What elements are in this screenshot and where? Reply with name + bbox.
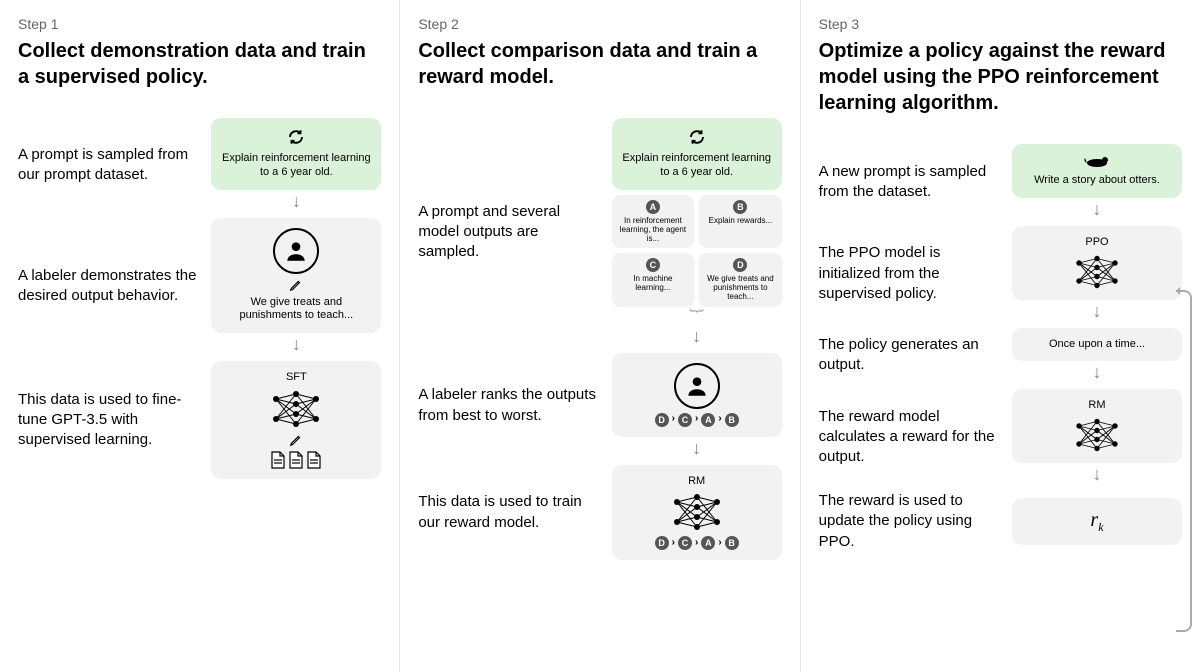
step-3-title: Optimize a policy against the reward mod… [819, 38, 1182, 116]
step-1-row-2: This data is used to fine-tune GPT-3.5 w… [18, 361, 381, 479]
step-3-prompt-text: Write a story about otters. [1034, 174, 1160, 188]
step-3-row-0: A new prompt is sampled from the dataset… [819, 144, 1182, 220]
step-3-desc-4: The reward is used to update the policy … [819, 491, 998, 552]
step-1-model-box: SFT [211, 361, 381, 479]
step-2-ranking-box: D› C› A› B [612, 353, 782, 437]
step-3-rm-box: RM [1012, 389, 1182, 463]
step-3-row-2: The policy generates an output. Once upo… [819, 328, 1182, 384]
cycle-icon [287, 128, 305, 146]
arrow-icon [292, 335, 301, 353]
arrow-icon [292, 192, 301, 210]
step-3-reward-box: rk [1012, 498, 1182, 545]
step-1-labeler-output: We give treats and punishments to teach.… [219, 296, 373, 324]
step-2-model-box: RM D› C› A› B [612, 465, 782, 561]
user-icon [674, 363, 720, 409]
step-3-label: Step 3 [819, 16, 1182, 32]
step-1-prompt-text: Explain reinforcement learning to a 6 ye… [219, 152, 373, 180]
documents-icon [270, 451, 322, 469]
neural-net-icon [667, 492, 727, 532]
step-1-title: Collect demonstration data and train a s… [18, 38, 381, 90]
arrow-icon [1092, 200, 1101, 218]
step-2-options: AIn reinforcement learning, the agent is… [612, 195, 782, 307]
step-2-prompt-text: Explain reinforcement learning to a 6 ye… [620, 152, 774, 180]
rlhf-diagram: Step 1 Collect demonstration data and tr… [0, 0, 1200, 672]
arrow-icon [1092, 363, 1101, 381]
step-2-row-0: A prompt and several model outputs are s… [418, 118, 781, 347]
arrow-icon [1092, 302, 1101, 320]
step-1-row-1: A labeler demonstrates the desired outpu… [18, 218, 381, 356]
step-2-prompt-box: Explain reinforcement learning to a 6 ye… [612, 118, 782, 190]
step-1-desc-1: A labeler demonstrates the desired outpu… [18, 266, 197, 307]
step-1-label: Step 1 [18, 16, 381, 32]
step-3-desc-3: The reward model calculates a reward for… [819, 407, 998, 468]
step-3-desc-0: A new prompt is sampled from the dataset… [819, 162, 998, 203]
user-icon [273, 228, 319, 274]
step-2-row-1: A labeler ranks the outputs from best to… [418, 353, 781, 459]
option-a: AIn reinforcement learning, the agent is… [612, 195, 695, 249]
step-1-desc-0: A prompt is sampled from our prompt data… [18, 145, 197, 186]
option-d: DWe give treats and punishments to teach… [699, 253, 782, 307]
reward-symbol: rk [1090, 508, 1103, 535]
neural-net-icon [1067, 254, 1127, 290]
step-1-model-label: SFT [286, 371, 307, 385]
step-2-desc-1: A labeler ranks the outputs from best to… [418, 385, 597, 426]
step-3-row-3: The reward model calculates a reward for… [819, 389, 1182, 485]
step-1-column: Step 1 Collect demonstration data and tr… [0, 0, 400, 672]
step-1-row-0: A prompt is sampled from our prompt data… [18, 118, 381, 212]
step-3-desc-1: The PPO model is initialized from the su… [819, 243, 998, 304]
cycle-icon [688, 128, 706, 146]
step-1-labeler-box: We give treats and punishments to teach.… [211, 218, 381, 334]
step-1-prompt-box: Explain reinforcement learning to a 6 ye… [211, 118, 381, 190]
neural-net-icon [1067, 417, 1127, 453]
step-3-ppo-label: PPO [1085, 236, 1108, 250]
pencil-icon [289, 433, 303, 447]
step-2-column: Step 2 Collect comparison data and train… [400, 0, 800, 672]
step-1-desc-2: This data is used to fine-tune GPT-3.5 w… [18, 390, 197, 451]
pencil-icon [289, 278, 303, 292]
step-3-row-4: The reward is used to update the policy … [819, 491, 1182, 552]
step-2-ranking-2: D› C› A› B [655, 536, 739, 550]
arrow-icon [692, 327, 701, 345]
step-3-output-text: Once upon a time... [1049, 338, 1145, 352]
arrow-icon [692, 439, 701, 457]
neural-net-icon [266, 389, 326, 429]
step-2-title: Collect comparison data and train a rewa… [418, 38, 781, 90]
option-c: CIn machine learning... [612, 253, 695, 307]
step-3-output-box: Once upon a time... [1012, 328, 1182, 362]
bracket-icon: ︸ [612, 309, 782, 323]
step-2-model-label: RM [688, 475, 705, 489]
arrow-icon [1092, 465, 1101, 483]
step-2-desc-0: A prompt and several model outputs are s… [418, 202, 597, 263]
step-3-column: Step 3 Optimize a policy against the rew… [801, 0, 1200, 672]
step-3-ppo-box: PPO [1012, 226, 1182, 300]
step-2-label: Step 2 [418, 16, 781, 32]
step-2-row-2: This data is used to train our reward mo… [418, 465, 781, 561]
step-3-rm-label: RM [1088, 399, 1105, 413]
feedback-loop-arrow [1176, 290, 1192, 632]
step-2-ranking-1: D› C› A› B [655, 413, 739, 427]
option-b: BExplain rewards... [699, 195, 782, 249]
step-3-prompt-box: Write a story about otters. [1012, 144, 1182, 198]
step-2-desc-2: This data is used to train our reward mo… [418, 492, 597, 533]
step-3-row-1: The PPO model is initialized from the su… [819, 226, 1182, 322]
step-3-desc-2: The policy generates an output. [819, 335, 998, 376]
otter-icon [1083, 154, 1111, 168]
